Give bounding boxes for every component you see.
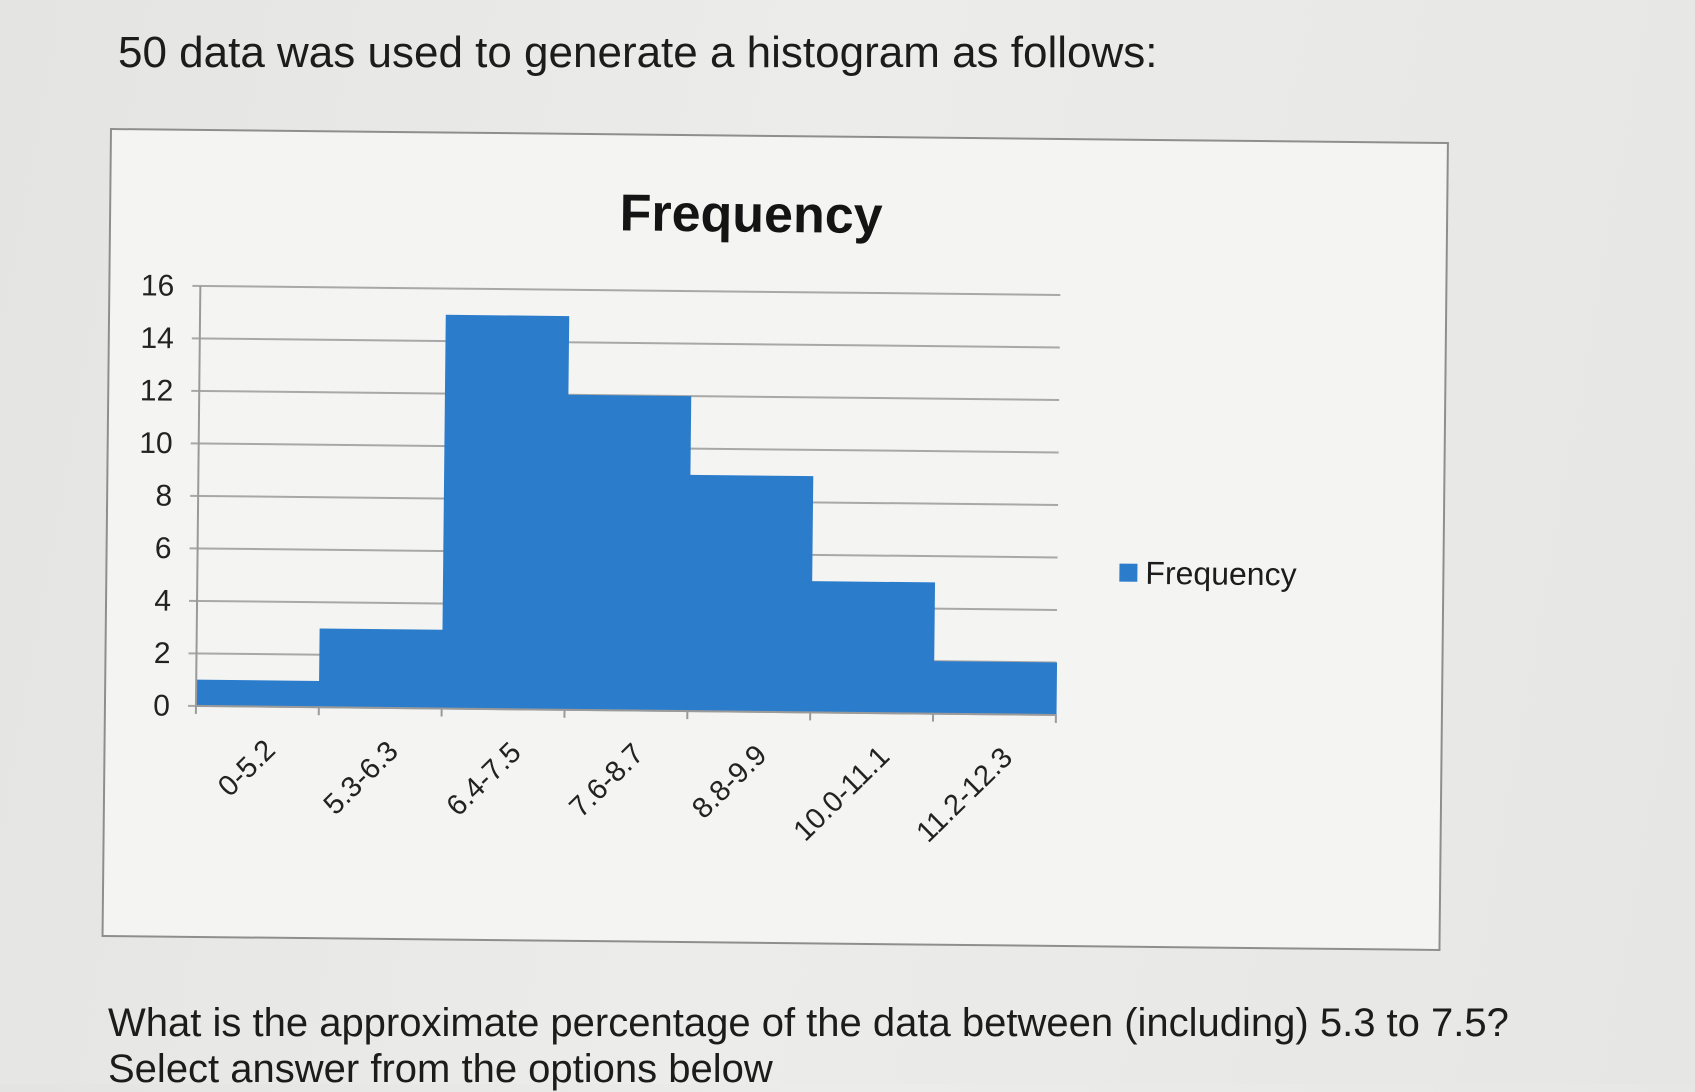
category-label: 6.4-7.5 xyxy=(441,736,528,822)
chart-svg: Frequency 0 2 4 6 8 10 12 14 16 0-5.2 5.3-6.3 6.4-… xyxy=(104,130,1447,949)
gridline xyxy=(192,286,1060,295)
histogram-chart: Frequency 0 2 4 6 8 10 12 14 16 0-5.2 5.3-6.3 6.4-… xyxy=(102,128,1449,951)
category-label: 7.6-8.7 xyxy=(563,738,650,824)
question-line-2: Select answer from the options below xyxy=(108,1046,1509,1092)
y-tick-label: 6 xyxy=(155,532,172,565)
histogram-bar xyxy=(442,315,570,710)
y-tick-label: 10 xyxy=(139,427,173,460)
histogram-bar xyxy=(810,581,935,714)
histogram-bar xyxy=(319,628,443,708)
y-tick-label: 14 xyxy=(140,322,174,355)
histogram-bar xyxy=(687,475,813,713)
y-tick-labels: 0 2 4 6 8 10 12 14 16 xyxy=(136,269,174,722)
histogram-bar xyxy=(565,395,692,711)
histogram-bar xyxy=(196,680,320,708)
y-tick-label: 0 xyxy=(153,689,170,722)
question-line-1: What is the approximate percentage of th… xyxy=(108,1000,1509,1046)
y-tick-label: 12 xyxy=(140,374,174,407)
gridline xyxy=(192,338,1060,347)
chart-title: Frequency xyxy=(619,184,883,245)
y-tick-label: 8 xyxy=(155,479,172,512)
y-tick-label: 4 xyxy=(154,584,171,617)
y-tick-label: 2 xyxy=(154,637,171,670)
y-tick-label: 16 xyxy=(141,269,175,302)
category-label: 11.2-12.3 xyxy=(911,742,1019,849)
histogram-bar xyxy=(933,661,1057,715)
legend: Frequency xyxy=(1119,555,1297,593)
bars xyxy=(196,312,1061,715)
category-label: 10.0-11.1 xyxy=(788,740,896,847)
category-label: 8.8-9.9 xyxy=(686,739,773,825)
question-intro: 50 data was used to generate a histogram… xyxy=(118,28,1158,78)
legend-label: Frequency xyxy=(1145,555,1297,593)
legend-swatch xyxy=(1119,564,1137,582)
category-label: 0-5.2 xyxy=(212,734,282,803)
question-prompt: What is the approximate percentage of th… xyxy=(108,1000,1509,1092)
category-label: 5.3-6.3 xyxy=(318,735,405,821)
